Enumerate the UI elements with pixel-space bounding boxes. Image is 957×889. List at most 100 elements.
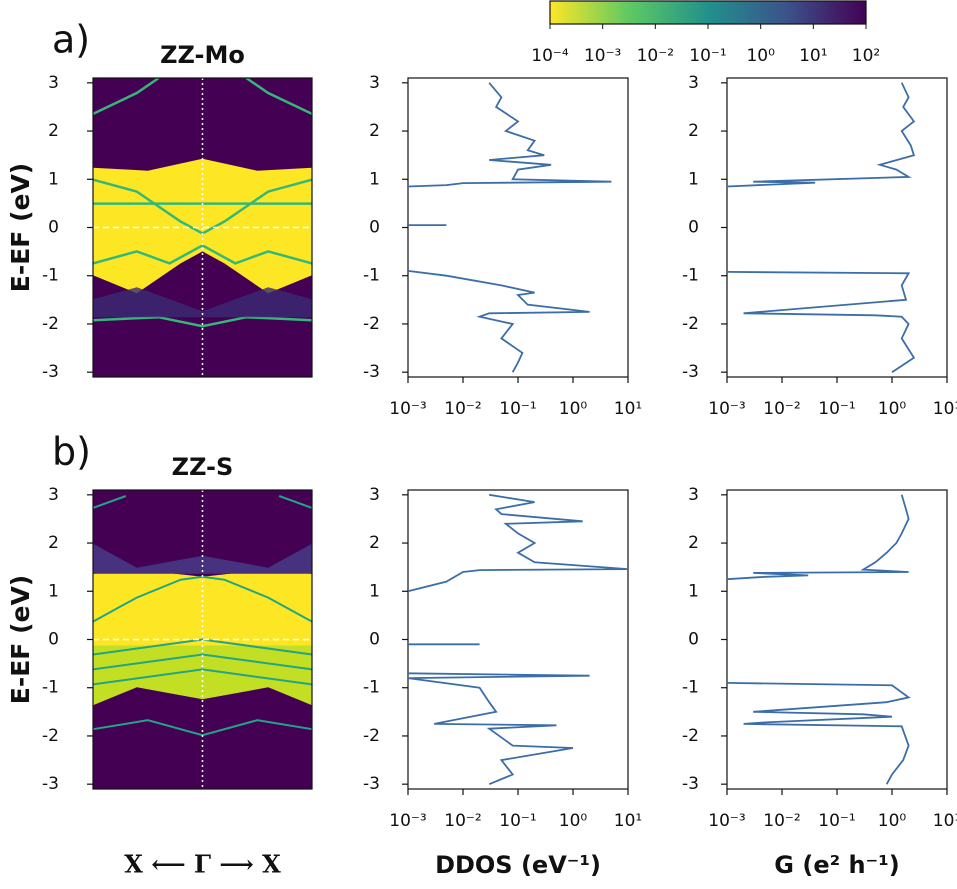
band-line: [92, 76, 160, 116]
data-line: [407, 82, 612, 373]
y-tick-label: -1: [682, 266, 699, 286]
panel-label: a): [52, 18, 90, 62]
x-tick-label: 10⁻²: [444, 399, 481, 419]
y-tick-label: 2: [48, 533, 59, 553]
y-tick-label: -3: [363, 774, 380, 794]
y-tick-label: -1: [42, 678, 59, 698]
y-tick-label: -2: [682, 314, 699, 334]
colorbar-tick-label: 10⁻¹: [689, 46, 726, 66]
y-tick-label: 2: [688, 533, 699, 553]
y-tick-label: 3: [369, 73, 380, 93]
plot-frame: [726, 489, 948, 790]
y-tick-label: 3: [48, 485, 59, 505]
y-tick-label: 3: [688, 485, 699, 505]
x-tick-label: 10¹: [933, 811, 957, 831]
colorbar-tick-label: 10⁻³: [584, 46, 621, 66]
y-tick-label: 3: [48, 73, 59, 93]
x-tick-label: 10⁻²: [444, 811, 481, 831]
band-line: [92, 638, 313, 656]
y-tick-label: -1: [42, 266, 59, 286]
panel-title: ZZ-Mo: [160, 41, 245, 69]
y-tick-label: -2: [42, 314, 59, 334]
x-tick-label: 10⁰: [878, 399, 907, 419]
band-gap-region: [93, 158, 312, 294]
y-tick-label: -2: [363, 314, 380, 334]
data-line: [407, 493, 629, 786]
x-axis-label: X ⟵ Γ ⟶ X: [124, 850, 281, 879]
y-tick-label: -3: [42, 362, 59, 382]
x-tick-label: 10⁻¹: [499, 399, 536, 419]
y-tick-label: 2: [688, 121, 699, 141]
x-tick-label: 10⁻³: [708, 811, 745, 831]
data-line: [726, 494, 911, 785]
colorbar-tick-label: 10⁻⁴: [531, 46, 569, 66]
plot-frame: [726, 77, 948, 378]
colorbar: [549, 0, 867, 25]
colorbar-tick-label: 10¹: [799, 46, 827, 66]
band-line: [92, 315, 313, 328]
x-tick-label: 10⁻³: [708, 399, 745, 419]
y-tick-label: -3: [42, 774, 59, 794]
x-tick-label: 10⁻¹: [499, 811, 536, 831]
band-features: [92, 76, 313, 328]
band-line: [92, 668, 313, 686]
band-shade: [93, 543, 312, 574]
x-tick-label: 10¹: [614, 399, 642, 419]
x-tick-label: 10⁻³: [389, 399, 426, 419]
y-tick-label: 1: [688, 581, 699, 601]
y-tick-label: 2: [369, 533, 380, 553]
x-axis-label: DDOS (eV⁻¹): [435, 851, 601, 879]
y-tick-label: 1: [688, 169, 699, 189]
y-tick-label: 0: [369, 630, 380, 650]
y-tick-label: -2: [682, 726, 699, 746]
y-tick-label: -3: [682, 362, 699, 382]
x-axis-label: G (e² h⁻¹): [774, 851, 899, 879]
x-tick-label: 10⁻³: [389, 811, 426, 831]
band-line: [92, 495, 127, 509]
y-tick-label: -1: [363, 678, 380, 698]
y-tick-label: -2: [363, 726, 380, 746]
band-gap-region: [93, 570, 312, 646]
plot-frame: [407, 489, 629, 790]
y-tick-label: 0: [369, 218, 380, 238]
y-tick-label: 0: [688, 218, 699, 238]
panel-title: ZZ-S: [172, 453, 234, 481]
colorbar-tick-label: 10⁻²: [637, 46, 674, 66]
x-tick-label: 10⁰: [878, 811, 907, 831]
y-tick-label: 2: [48, 121, 59, 141]
y-axis-label: E-EF (eV): [6, 575, 35, 704]
band-line: [92, 653, 313, 671]
x-tick-label: 10⁻¹: [818, 811, 855, 831]
colorbar-tick-label: 10²: [852, 46, 880, 66]
y-tick-label: -1: [682, 678, 699, 698]
x-tick-label: 10⁻²: [763, 811, 800, 831]
y-tick-label: 1: [369, 581, 380, 601]
y-axis-label: E-EF (eV): [6, 163, 35, 292]
y-tick-label: -3: [682, 774, 699, 794]
band-line: [245, 76, 313, 116]
band-shade: [93, 287, 312, 318]
data-line: [726, 82, 916, 373]
y-tick-label: 0: [48, 630, 59, 650]
y-tick-label: -3: [363, 362, 380, 382]
y-tick-label: -1: [363, 266, 380, 286]
x-tick-label: 10⁰: [559, 811, 588, 831]
x-tick-label: 10⁰: [559, 399, 588, 419]
y-tick-label: 0: [688, 630, 699, 650]
x-tick-label: 10¹: [933, 399, 957, 419]
x-tick-label: 10⁻²: [763, 399, 800, 419]
panel-label: b): [52, 430, 91, 474]
y-tick-label: 3: [369, 485, 380, 505]
band-line: [278, 495, 313, 509]
band-line: [92, 243, 313, 265]
colorbar-tick-label: 10⁰: [746, 46, 775, 66]
y-tick-label: 2: [369, 121, 380, 141]
y-tick-label: 0: [48, 218, 59, 238]
y-tick-label: 1: [48, 581, 59, 601]
x-tick-label: 10⁻¹: [818, 399, 855, 419]
plot-frame: [407, 77, 629, 378]
y-tick-label: 1: [369, 169, 380, 189]
y-tick-label: 1: [48, 169, 59, 189]
y-tick-label: -2: [42, 726, 59, 746]
